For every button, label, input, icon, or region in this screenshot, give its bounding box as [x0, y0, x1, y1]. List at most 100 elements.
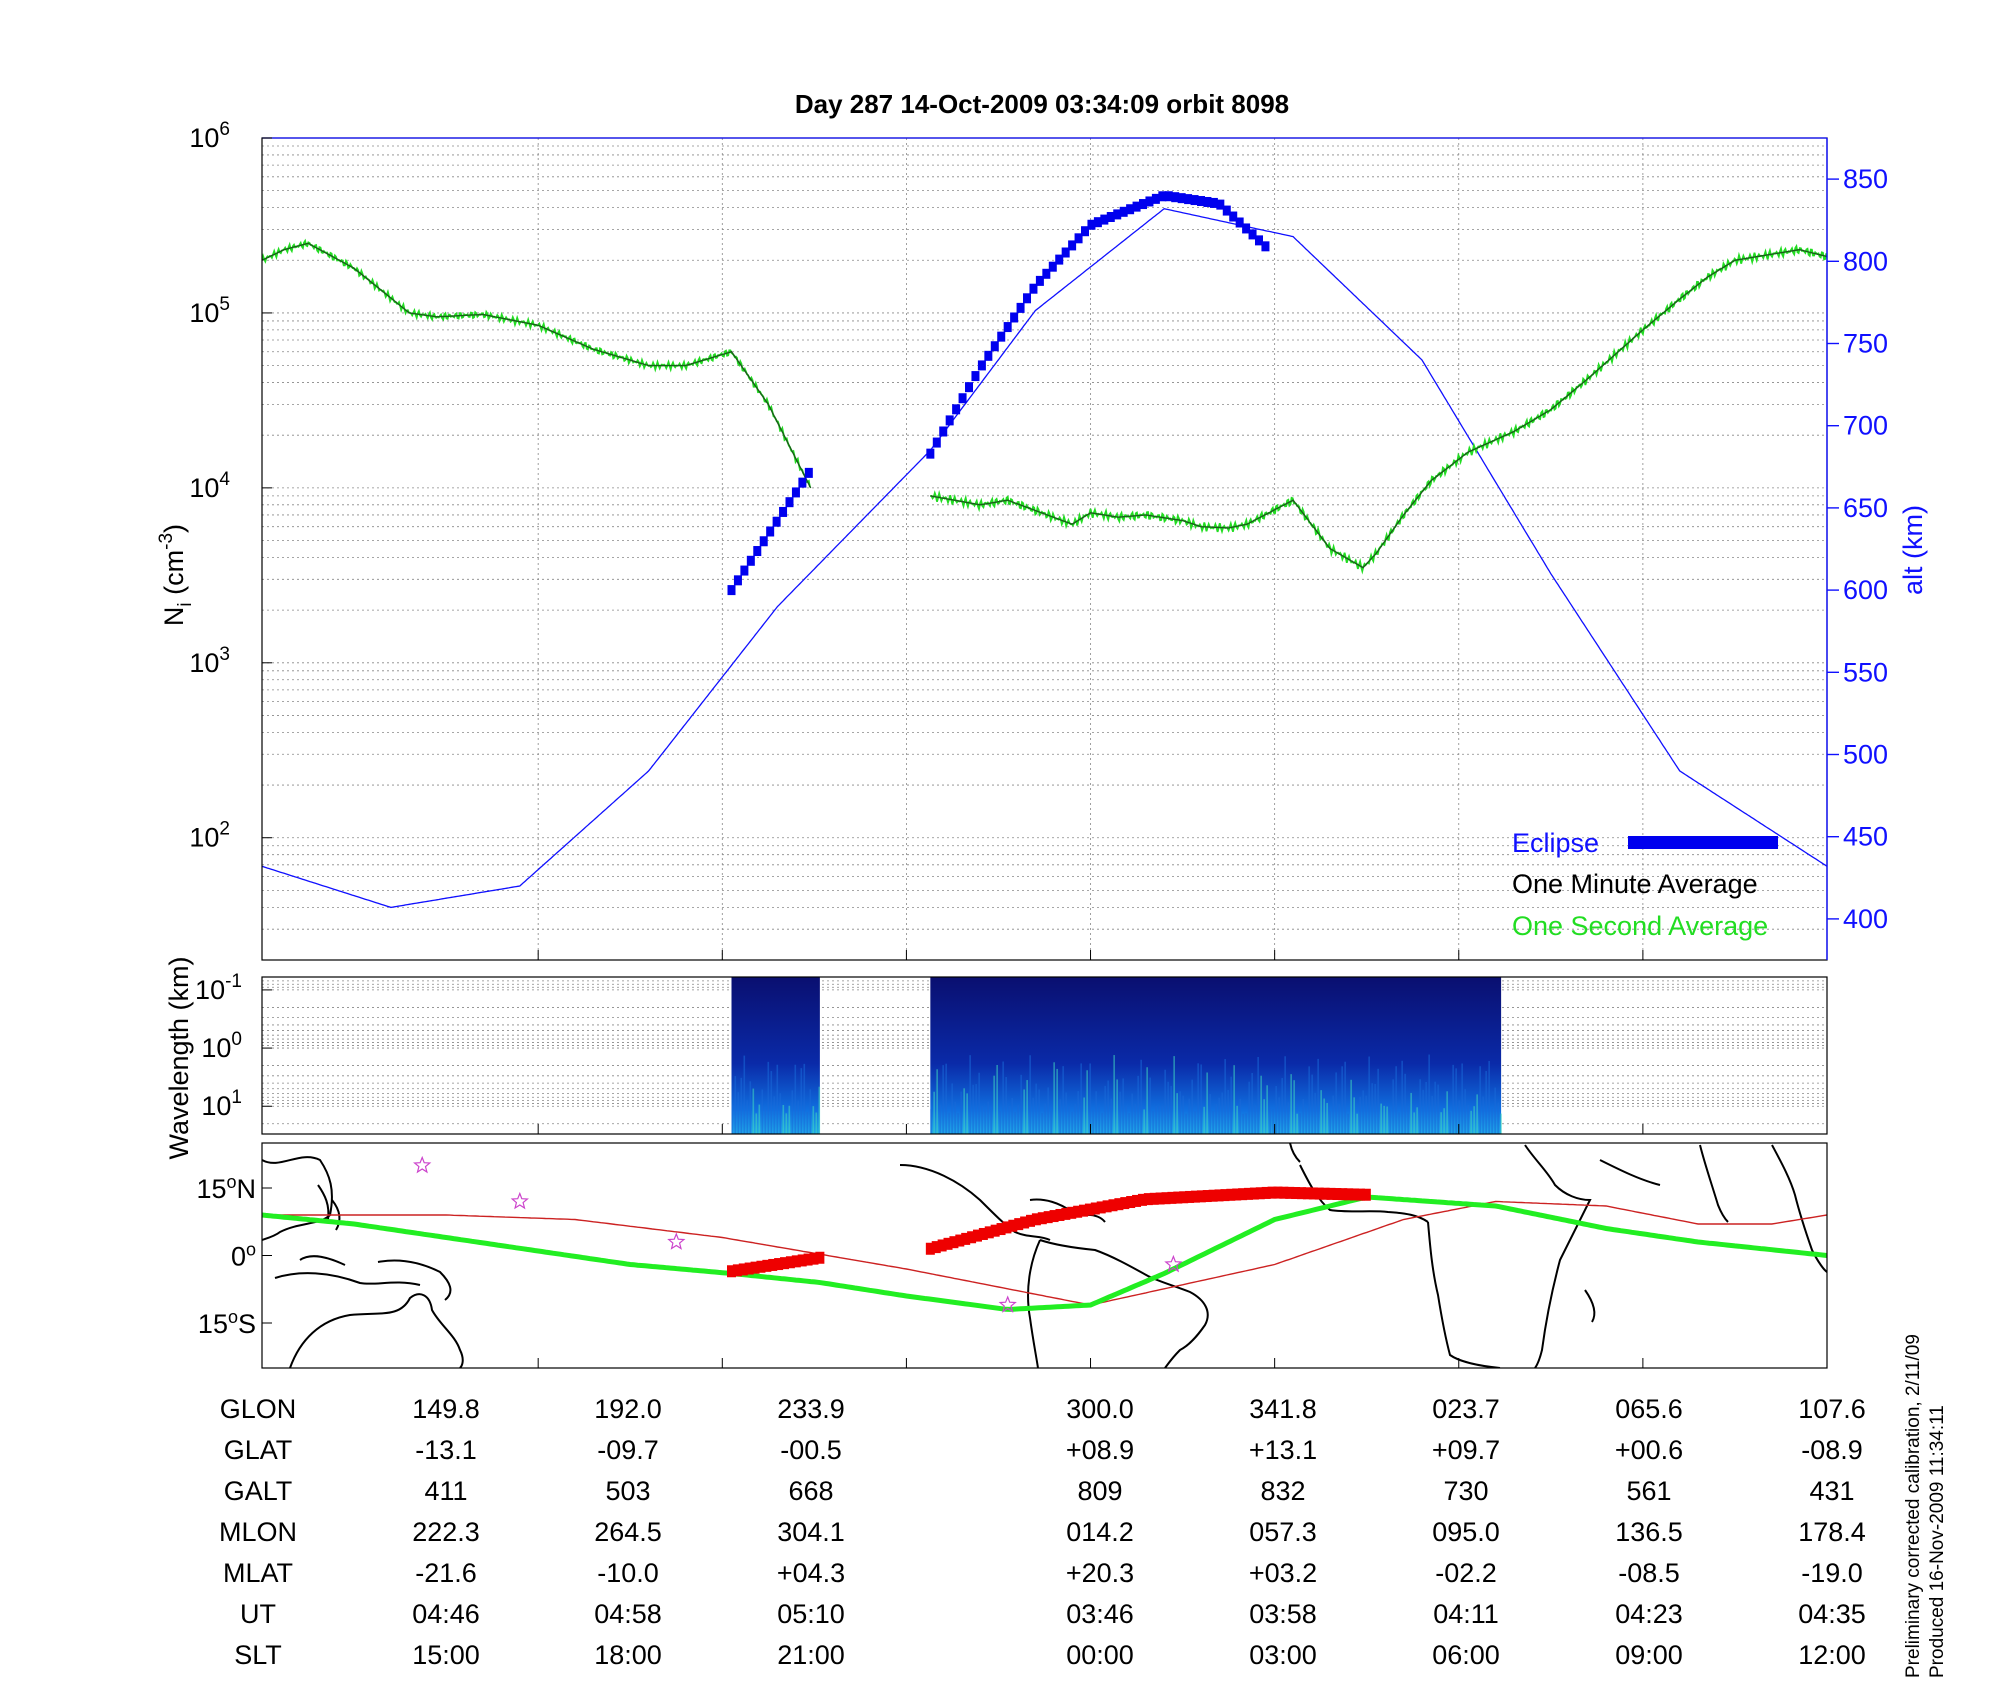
density-y-tick-label: 105: [189, 294, 230, 328]
spectrogram-streak: [1269, 1108, 1271, 1134]
table-cell: 12:00: [1798, 1640, 1866, 1670]
spectrogram-streak: [1482, 1096, 1484, 1134]
spectrogram-streak: [1143, 1109, 1145, 1134]
map-eclipse-marker: [1202, 1190, 1212, 1203]
spectrogram-streak: [1398, 1112, 1400, 1134]
map-eclipse-marker: [756, 1260, 766, 1273]
eclipse-marker: [1093, 217, 1102, 228]
table-cell: 222.3: [412, 1517, 480, 1547]
spectrogram-streak: [1347, 1113, 1349, 1134]
density-grid: [262, 137, 1827, 961]
map-eclipse-marker: [1102, 1200, 1112, 1213]
spectrogram-streak: [1452, 1064, 1454, 1134]
map-eclipse-marker: [1291, 1187, 1301, 1200]
spectrogram-streak: [1470, 1110, 1472, 1134]
spectrogram-block: [731, 977, 820, 1134]
map-eclipse-marker: [1220, 1189, 1230, 1202]
spectrogram-streak: [1497, 1102, 1499, 1134]
spectrogram-streak: [1425, 1081, 1427, 1134]
eclipse-marker: [1061, 247, 1070, 258]
legend-eclipse-swatch: [1628, 836, 1778, 849]
altitude-y-tick-label: 550: [1843, 657, 1888, 687]
eclipse-marker: [939, 426, 948, 437]
spectrogram-streak: [978, 1072, 980, 1134]
magnetic-equator-line: [262, 1200, 1827, 1306]
spectrogram-streak: [1446, 1091, 1448, 1134]
eclipse-marker: [1229, 211, 1238, 222]
spectrogram-streak: [1395, 1066, 1397, 1134]
spectrogram-streak: [776, 1064, 779, 1134]
eclipse-marker: [1254, 235, 1263, 246]
spectrogram-streak: [1068, 1106, 1070, 1134]
spectrogram-streak: [1149, 1077, 1151, 1134]
table-row-label: GLAT: [224, 1435, 293, 1465]
spectrogram-streak: [1404, 1073, 1406, 1134]
spectrogram-streak: [1500, 1113, 1502, 1134]
map-eclipse-marker: [1055, 1208, 1065, 1221]
spectrogram-streak: [1224, 1059, 1226, 1134]
spectrogram-streak: [1140, 1059, 1142, 1134]
spectrogram-streak: [1182, 1095, 1184, 1134]
spectrogram-streak: [1293, 1080, 1295, 1134]
eclipse-marker: [1248, 229, 1257, 240]
map-eclipse-marker: [1014, 1218, 1024, 1231]
spectrogram-streak: [1086, 1070, 1088, 1134]
map-eclipse-marker: [1067, 1206, 1077, 1219]
eclipse-marker: [1055, 254, 1064, 265]
one-minute-average-line-left: [262, 242, 812, 489]
spectrogram-streak: [1191, 1079, 1193, 1134]
altitude-y-tick-label: 500: [1843, 740, 1888, 770]
spectrogram-streak: [996, 1064, 998, 1134]
spectrogram-streak: [1431, 1095, 1433, 1134]
map-eclipse-marker: [1020, 1216, 1030, 1229]
spectrogram-streak: [1104, 1085, 1106, 1134]
table-cell: 18:00: [594, 1640, 662, 1670]
eclipse-marker: [766, 526, 775, 537]
coastline-indonesia: [274, 1255, 421, 1286]
spectrogram-streak: [948, 1112, 950, 1134]
map-eclipse-marker: [803, 1253, 813, 1266]
map-latitude-tick-label: 15oN: [196, 1172, 256, 1204]
altitude-y-axis-label: alt (km): [1898, 505, 1928, 595]
spectrogram-streak: [963, 1088, 965, 1134]
spectrogram-streak: [957, 1113, 959, 1134]
spectrogram-streak: [1248, 1081, 1250, 1134]
spectrogram-streak: [1179, 1091, 1181, 1134]
spectrogram-grid: [262, 976, 1827, 1135]
map-eclipse-marker: [1302, 1187, 1312, 1200]
eclipse-marker: [1029, 283, 1038, 294]
table-cell: 809: [1077, 1476, 1122, 1506]
eclipse-markers: [727, 191, 1270, 596]
map-eclipse-marker: [1344, 1188, 1354, 1201]
table-cell: -10.0: [597, 1558, 659, 1588]
eclipse-marker: [1042, 268, 1051, 279]
spectrogram-streak: [1221, 1092, 1223, 1134]
spectrogram-y-tick-label: 101: [201, 1087, 242, 1121]
spectrogram-streak: [990, 1109, 992, 1134]
map-eclipse-marker: [1208, 1189, 1218, 1202]
table-cell: 149.8: [412, 1394, 480, 1424]
table-cell: -13.1: [415, 1435, 477, 1465]
ephemeris-table: GLON GLAT GALT MLON MLAT UT SLT 149.8 -13.1 411 22…: [219, 1394, 1866, 1670]
map-eclipse-marker: [1114, 1198, 1124, 1211]
eclipse-marker: [971, 371, 980, 382]
spectrogram-streak: [1008, 1105, 1010, 1134]
coastline-central-america: [899, 1164, 1051, 1241]
spectrogram-streak: [1434, 1081, 1436, 1134]
satellite-ground-track: [262, 1194, 1827, 1312]
map-eclipse-marker: [967, 1231, 977, 1244]
eclipse-marker: [746, 555, 755, 566]
density-y-tick-label: 104: [189, 469, 230, 503]
table-cell: 411: [424, 1476, 467, 1506]
eclipse-marker: [1068, 240, 1077, 251]
spectrogram-streak: [1353, 1097, 1355, 1134]
table-cell: 21:00: [777, 1640, 845, 1670]
map-eclipse-marker: [1249, 1187, 1259, 1200]
coastline-south-america: [1027, 1239, 1209, 1368]
eclipse-marker: [965, 382, 974, 393]
spectrogram-streak: [1083, 1097, 1085, 1134]
eclipse-marker: [945, 415, 954, 426]
spectrogram-streak: [1059, 1099, 1061, 1134]
map-star-marker: [667, 1232, 686, 1250]
spectrogram-y-ticks: 10-1 100 101: [195, 971, 272, 1121]
